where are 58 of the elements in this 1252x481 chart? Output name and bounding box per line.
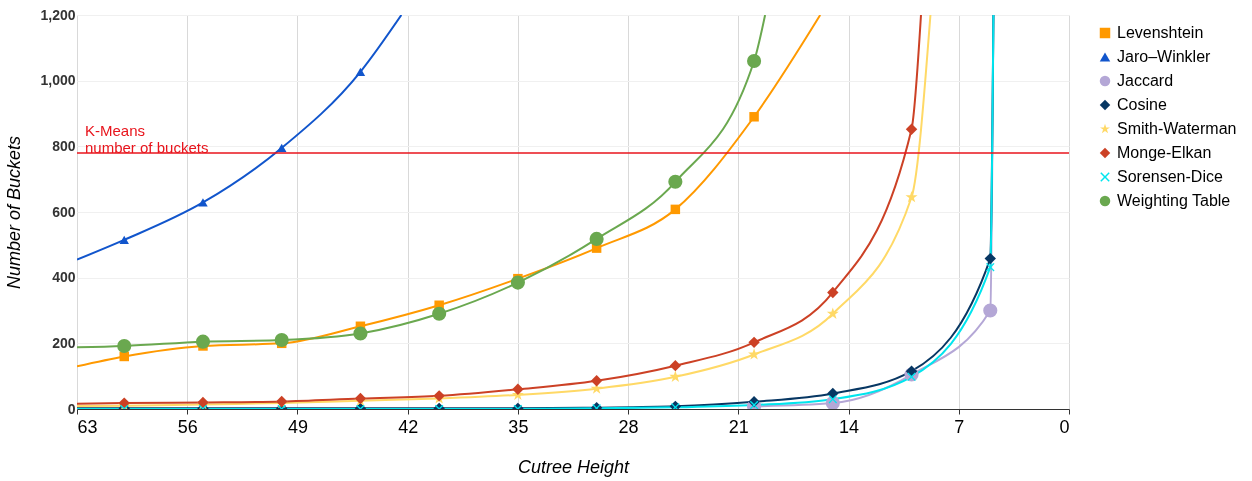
y-tick-label: 1,000 bbox=[40, 72, 76, 89]
legend-label: Sorensen-Dice bbox=[1117, 168, 1223, 185]
point bbox=[510, 275, 525, 290]
point bbox=[905, 123, 918, 135]
point bbox=[119, 351, 129, 362]
point bbox=[198, 198, 208, 207]
x-tick-label: 56 bbox=[177, 416, 198, 437]
point bbox=[826, 307, 839, 319]
point bbox=[274, 332, 289, 348]
x-tick-label: 63 bbox=[77, 416, 98, 437]
legend-label: Monge-Elkan bbox=[1117, 144, 1212, 161]
point bbox=[276, 143, 287, 153]
y-tick-label: 0 bbox=[67, 400, 76, 417]
point bbox=[748, 336, 760, 349]
point bbox=[669, 370, 682, 382]
point bbox=[353, 326, 368, 341]
point bbox=[589, 231, 604, 246]
legend-label: Jaro–Winkler bbox=[1117, 48, 1212, 65]
point bbox=[195, 334, 211, 349]
x-tick-label: 42 bbox=[398, 416, 419, 437]
x-tick-label: 14 bbox=[839, 416, 860, 437]
x-tick-label: 0 bbox=[1059, 416, 1070, 437]
point bbox=[512, 383, 524, 395]
point bbox=[355, 67, 366, 76]
line-series bbox=[77, 15, 403, 261]
legend-label: Smith-Waterman bbox=[1117, 120, 1237, 137]
y-tick-label: 200 bbox=[52, 334, 76, 351]
y-tick-label: 400 bbox=[52, 269, 76, 286]
point bbox=[432, 306, 447, 321]
point bbox=[984, 252, 996, 265]
x-tick-label: 49 bbox=[287, 416, 308, 437]
ref-line-label: K-Means number of buckets bbox=[85, 121, 209, 156]
point bbox=[670, 204, 681, 215]
x-axis-title: Cutree Height bbox=[517, 456, 631, 477]
point bbox=[905, 365, 918, 377]
legend-label: Jaccard bbox=[1117, 72, 1174, 89]
x-tick-label: 35 bbox=[508, 416, 529, 437]
legend-label: Levenshtein bbox=[1117, 24, 1204, 41]
point bbox=[747, 53, 762, 69]
y-tick-label: 1,200 bbox=[40, 6, 76, 23]
point bbox=[668, 174, 683, 189]
point bbox=[749, 112, 759, 122]
point bbox=[590, 375, 603, 387]
point bbox=[669, 359, 682, 372]
x-tick-label: 28 bbox=[618, 416, 639, 437]
y-tick-label: 800 bbox=[52, 137, 76, 154]
y-axis-title: Number of Buckets bbox=[4, 135, 25, 290]
legend-label: Weighting Table bbox=[1117, 192, 1231, 209]
point bbox=[827, 286, 839, 299]
y-tick-label: 600 bbox=[52, 203, 76, 220]
x-tick-label: 7 bbox=[954, 416, 965, 437]
point bbox=[905, 190, 918, 203]
legend-label: Cosine bbox=[1117, 96, 1167, 113]
x-tick-label: 21 bbox=[728, 416, 749, 437]
point bbox=[117, 338, 132, 354]
point bbox=[119, 235, 129, 245]
point bbox=[986, 262, 995, 272]
point bbox=[983, 303, 998, 318]
